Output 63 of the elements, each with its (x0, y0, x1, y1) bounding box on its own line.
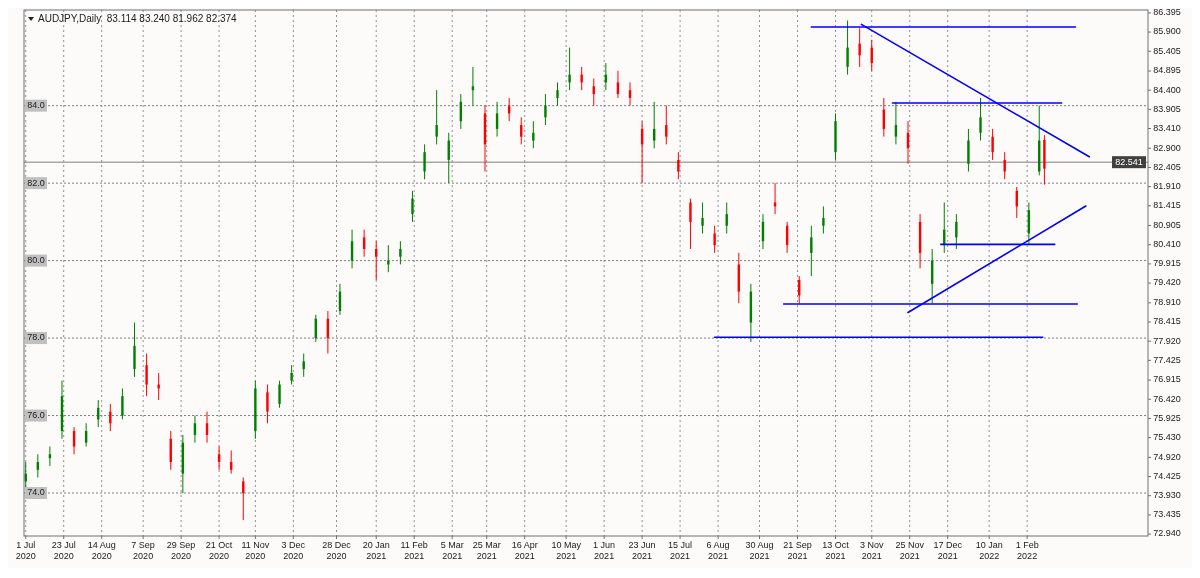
y-tick-label: 84.895 (1153, 65, 1181, 76)
y-tick-label: 75.925 (1153, 412, 1181, 423)
x-tick-label: 28 Dec 2020 (322, 540, 352, 561)
y-tick-label: 78.910 (1153, 297, 1181, 308)
y-tick-label: 73.435 (1153, 509, 1181, 520)
y-tick-label: 82.405 (1153, 161, 1181, 172)
y-tick-label: 85.900 (1153, 26, 1181, 37)
x-tick-label: 15 Jul 2021 (668, 540, 693, 561)
ref-line-label: 80.0 (27, 254, 45, 265)
y-tick-label: 84.400 (1153, 84, 1181, 95)
x-tick-label: 25 Mar 2021 (472, 540, 501, 561)
x-tick-label: 25 Nov 2021 (895, 540, 925, 561)
chart-title: AUDJPY,Daily 83.114 83.240 81.962 82.374 (38, 13, 238, 24)
x-tick-label: 6 Aug 2021 (706, 540, 730, 561)
ref-line-label: 84.0 (27, 100, 45, 111)
x-tick-label: 1 Feb 2022 (1015, 540, 1039, 561)
x-tick-label: 11 Feb 2021 (400, 540, 428, 561)
x-tick-label: 30 Aug 2021 (745, 540, 774, 561)
y-tick-label: 73.930 (1153, 490, 1181, 501)
x-tick-label: 13 Oct 2021 (822, 540, 850, 561)
y-tick-label: 80.905 (1153, 219, 1181, 230)
x-tick-label: 3 Dec 2020 (281, 540, 306, 561)
x-tick-label: 1 Jul 2020 (15, 540, 36, 561)
x-tick-label: 10 Jan 2022 (975, 540, 1003, 561)
ref-line-label: 74.0 (27, 487, 45, 498)
x-tick-label: 10 May 2021 (551, 540, 582, 561)
ref-line-label: 82.0 (27, 177, 45, 188)
y-tick-label: 83.905 (1153, 103, 1181, 114)
ref-line-label: 76.0 (27, 409, 45, 420)
x-tick-label: 11 Nov 2020 (241, 540, 270, 561)
y-tick-label: 75.430 (1153, 431, 1181, 442)
y-tick-label: 72.940 (1153, 528, 1181, 539)
y-tick-label: 76.420 (1153, 393, 1181, 404)
x-tick-label: 7 Sep 2020 (131, 540, 155, 561)
y-tick-label: 86.395 (1153, 7, 1181, 18)
y-tick-label: 80.410 (1153, 239, 1181, 250)
y-tick-label: 76.915 (1153, 374, 1181, 385)
x-tick-label: 29 Sep 2020 (166, 540, 196, 561)
x-tick-label: 23 Jun 2021 (628, 540, 656, 561)
y-tick-label: 77.425 (1153, 354, 1181, 365)
x-tick-label: 1 Jun 2021 (593, 540, 616, 561)
x-tick-label: 16 Apr 2021 (511, 540, 538, 561)
y-tick-label: 79.915 (1153, 258, 1181, 269)
y-tick-label: 82.900 (1153, 142, 1181, 153)
x-tick-label: 17 Dec 2021 (933, 540, 963, 561)
ref-line-label: 78.0 (27, 332, 45, 343)
y-tick-label: 81.910 (1153, 181, 1181, 191)
y-tick-label: 83.410 (1153, 122, 1181, 133)
y-tick-label: 79.420 (1153, 277, 1181, 288)
x-tick-label: 5 Mar 2021 (440, 540, 464, 561)
x-tick-label: 23 Jul 2020 (51, 540, 76, 561)
y-tick-label: 74.920 (1153, 451, 1181, 462)
y-tick-label: 85.405 (1153, 45, 1181, 56)
x-tick-label: 21 Sep 2021 (783, 540, 812, 561)
x-tick-label: 3 Nov 2021 (859, 540, 884, 561)
ref-line-label: 82.541 (1115, 156, 1143, 167)
y-tick-label: 74.425 (1153, 470, 1181, 481)
y-tick-label: 81.415 (1153, 200, 1181, 211)
y-tick-label: 77.920 (1153, 335, 1181, 346)
y-tick-label: 78.415 (1153, 316, 1181, 327)
x-tick-label: 21 Oct 2020 (205, 540, 233, 561)
x-tick-label: 20 Jan 2021 (362, 540, 390, 561)
x-tick-label: 14 Aug 2020 (87, 540, 116, 561)
